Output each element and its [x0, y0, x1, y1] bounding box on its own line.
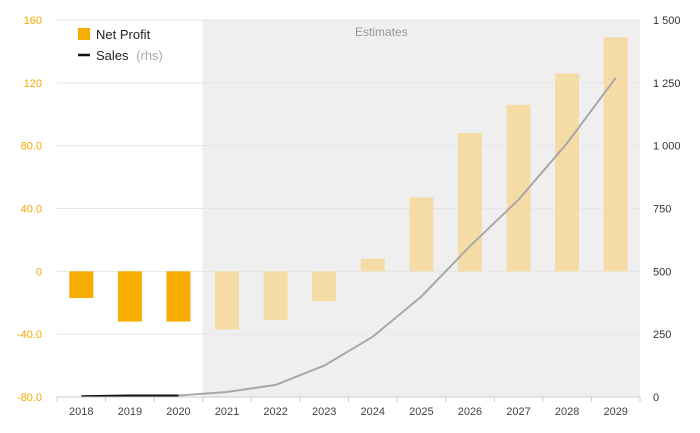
right-tick-label: 1 250	[653, 78, 681, 90]
right-tick-label: 250	[653, 329, 671, 341]
x-tick-label: 2018	[69, 406, 93, 418]
legend-label-sales-suffix: (rhs)	[136, 48, 163, 63]
legend-swatch-net-profit	[78, 28, 90, 40]
left-tick-label: -80.0	[17, 392, 42, 404]
right-axis-ticks: 1 500 1 250 1 000 750 500 250 0	[653, 15, 681, 404]
left-tick-label: 0	[36, 266, 42, 278]
left-tick-label: -40.0	[17, 329, 42, 341]
bar-net-profit	[166, 271, 191, 322]
bar-net-profit	[117, 271, 142, 322]
sales-line-actual	[81, 394, 179, 398]
x-tick-label: 2019	[118, 406, 142, 418]
right-tick-label: 1 000	[653, 141, 681, 153]
sales-line-estimate	[178, 77, 617, 397]
x-tick-label: 2020	[166, 406, 190, 418]
x-tick-label: 2024	[361, 406, 385, 418]
left-tick-label: 120	[24, 78, 42, 90]
sales-line	[81, 77, 617, 398]
x-tick-label: 2023	[312, 406, 336, 418]
right-tick-label: 1 500	[653, 15, 681, 27]
bar-net-profit	[215, 271, 240, 330]
estimates-label: Estimates	[355, 25, 408, 39]
left-axis-ticks: 160 120 80.0 40.0 0 -40.0 -80.0	[17, 15, 42, 404]
bar-net-profit	[409, 197, 434, 272]
left-tick-label: 160	[24, 15, 42, 27]
left-tick-label: 40.0	[21, 204, 42, 216]
bar-net-profit	[360, 258, 385, 272]
x-axis: 2018 2019 2020 2021 2022 2023 2024 2025 2026 2027…	[56, 396, 641, 418]
legend-label-sales: Sales (rhs)	[96, 48, 163, 63]
right-tick-label: 0	[653, 392, 659, 404]
bar-net-profit	[312, 271, 337, 302]
x-tick-label: 2021	[215, 406, 239, 418]
right-tick-label: 750	[653, 204, 671, 216]
bars	[69, 37, 628, 330]
x-tick-label: 2022	[263, 406, 287, 418]
bar-net-profit	[506, 104, 531, 272]
bar-net-profit	[555, 73, 580, 272]
x-tick-label: 2026	[458, 406, 482, 418]
legend: Net Profit Sales (rhs)	[78, 27, 163, 63]
left-tick-label: 80.0	[21, 141, 42, 153]
right-tick-label: 500	[653, 266, 671, 278]
bar-net-profit	[69, 271, 94, 299]
x-tick-label: 2027	[506, 406, 530, 418]
bar-net-profit	[263, 271, 288, 321]
x-tick-label: 2028	[555, 406, 579, 418]
gridlines	[57, 19, 640, 335]
legend-label-sales-name: Sales	[96, 48, 129, 63]
x-tick-label: 2029	[603, 406, 627, 418]
x-tick-label: 2025	[409, 406, 433, 418]
bar-net-profit	[603, 37, 628, 272]
bar-net-profit	[457, 133, 482, 272]
legend-label-net-profit: Net Profit	[96, 27, 151, 42]
